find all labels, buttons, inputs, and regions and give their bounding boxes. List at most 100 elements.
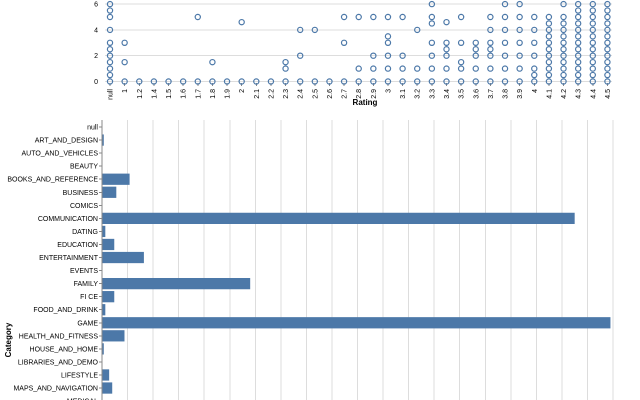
scatter-x-tick-label: 4.4 (590, 89, 597, 99)
scatter-point (443, 78, 450, 85)
scatter-x-tick-label: 2.8 (356, 89, 363, 99)
scatter-x-tick-label: 3.4 (444, 89, 451, 99)
scatter-x-tick-label: 2.6 (327, 89, 334, 99)
bar (102, 251, 144, 264)
bar (102, 212, 575, 224)
scatter-point (604, 46, 611, 53)
scatter-point (370, 52, 377, 59)
scatter-point (545, 65, 553, 72)
scatter-point (457, 78, 465, 85)
scatter-point (414, 65, 421, 72)
scatter-point (604, 78, 611, 85)
scatter-point (165, 78, 172, 85)
scatter-x-axis-title: Rating (353, 98, 378, 107)
scatter-point (560, 33, 567, 40)
scatter-point (560, 26, 567, 34)
scatter-x-tick-label: 3.3 (429, 89, 436, 99)
bar (102, 238, 115, 251)
scatter-point (574, 71, 582, 79)
scatter-point (106, 46, 114, 53)
scatter-x-tick-label: 2.2 (268, 89, 275, 99)
scatter-point (531, 65, 538, 72)
scatter-point (472, 65, 479, 72)
scatter-point (194, 13, 201, 21)
scatter-x-tick-label: 2 (239, 89, 246, 93)
scatter-point (589, 46, 596, 53)
scatter-point (326, 78, 333, 85)
bar-category-label: GAME (77, 320, 98, 327)
scatter-point (194, 78, 201, 85)
scatter-point (106, 7, 114, 14)
scatter-point (574, 65, 582, 72)
bar-category-label: FOOD_AND_DRINK (33, 307, 98, 314)
scatter-point (428, 39, 436, 47)
scatter-point (531, 78, 538, 85)
scatter-point (457, 39, 465, 47)
scatter-point (282, 78, 289, 85)
bar-category-label: FAMILY (74, 281, 99, 288)
bar (102, 173, 130, 185)
scatter-point (296, 52, 304, 59)
scatter-point (501, 13, 509, 21)
scatter-point (560, 65, 567, 72)
bar (102, 330, 125, 342)
scatter-point (414, 78, 421, 85)
scatter-point (589, 58, 596, 66)
scatter-point (457, 13, 465, 21)
scatter-point (487, 52, 494, 59)
scatter-point (531, 71, 538, 79)
bar-category-label: DATING (72, 229, 98, 236)
scatter-point (604, 7, 611, 14)
scatter-point (340, 13, 348, 21)
scatter-point (516, 52, 523, 59)
scatter-point (384, 33, 392, 40)
scatter-point (560, 52, 567, 59)
scatter-x-tick-label: 3.5 (459, 89, 466, 99)
scatter-x-tick-label: 4.1 (546, 89, 553, 99)
scatter-point (545, 39, 553, 47)
scatter-point (560, 20, 567, 27)
scatter-point (531, 26, 538, 34)
scatter-point (340, 78, 348, 85)
bar-category-labels: null ART_AND_DESIGN AUTO_AND_VEHICLES BEAUT… (7, 120, 103, 400)
scatter-x-tick-label: 4.5 (605, 89, 612, 99)
scatter-point (209, 58, 216, 66)
scatter-point (150, 78, 158, 85)
scatter-x-tick-label: 1 (122, 89, 129, 93)
scatter-point (106, 78, 114, 85)
scatter-point (121, 78, 128, 85)
scatter-point (589, 20, 596, 27)
scatter-gridlines (105, 3, 612, 82)
scatter-point (399, 78, 406, 85)
scatter-x-tick-label: 2.5 (312, 89, 319, 99)
scatter-point (384, 39, 392, 47)
scatter-x-tick-label: 3 (385, 89, 392, 93)
scatter-point (604, 39, 611, 47)
scatter-point (604, 52, 611, 59)
bar (102, 304, 106, 316)
scatter-point (531, 13, 538, 21)
scatter-point (472, 78, 479, 85)
scatter-point (574, 39, 582, 47)
scatter-point (106, 58, 114, 66)
scatter-point (516, 39, 523, 47)
scatter-point (487, 46, 494, 53)
scatter-x-tick-label: 4 (532, 89, 539, 93)
bar-gridlines (101, 120, 614, 400)
scatter-point (296, 78, 304, 85)
scatter-point (223, 78, 231, 85)
scatter-point (121, 39, 128, 47)
bar-category-label: LIBRARIES_AND_DEMO (18, 359, 99, 366)
scatter-point (501, 78, 509, 85)
scatter-x-tick-label: 2.4 (298, 89, 305, 99)
scatter-x-tick-label: 1.7 (195, 89, 202, 99)
scatter-point (604, 20, 611, 27)
scatter-point (487, 78, 494, 85)
bar-y-axis-title: Category (4, 322, 13, 357)
scatter-point (545, 13, 553, 21)
scatter-point (604, 33, 611, 40)
scatter-x-tick-label: null (108, 89, 115, 100)
scatter-point (282, 58, 289, 66)
bar-category-label: HEALTH_AND_FITNESS (19, 333, 99, 340)
